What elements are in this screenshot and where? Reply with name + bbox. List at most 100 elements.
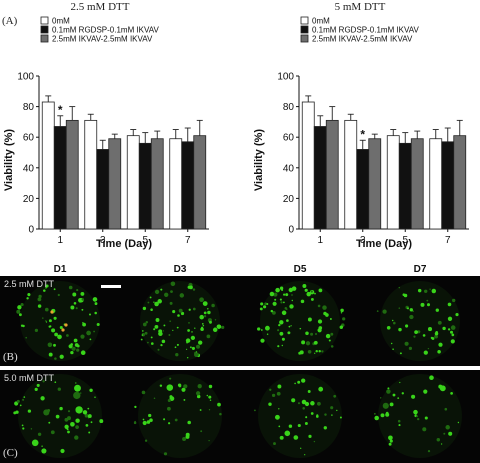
- live-cell: [340, 312, 343, 314]
- x-tick-label: 3: [100, 235, 106, 246]
- live-cell: [31, 439, 39, 447]
- x-tick-label: 7: [445, 235, 451, 246]
- live-cell: [50, 430, 55, 435]
- live-cell: [260, 338, 265, 343]
- live-cell: [321, 350, 324, 353]
- live-cell: [43, 289, 46, 292]
- live-cell: [434, 334, 438, 339]
- live-cell: [437, 350, 441, 354]
- live-cell: [89, 338, 92, 341]
- live-cell: [310, 332, 314, 336]
- live-cell: [36, 383, 40, 387]
- bar: [429, 138, 443, 230]
- live-cell: [197, 384, 202, 389]
- live-cell: [409, 314, 414, 320]
- live-cell: [279, 435, 284, 440]
- panel-label-b: (B): [3, 351, 18, 363]
- live-cell: [73, 302, 77, 305]
- live-cell: [271, 393, 276, 398]
- live-cell: [413, 335, 416, 338]
- live-cell: [208, 409, 211, 411]
- bar: [368, 138, 382, 230]
- y-tick-label: 100: [17, 72, 34, 83]
- live-cell: [287, 331, 291, 335]
- live-cell: [133, 421, 137, 425]
- live-cell: [318, 326, 323, 330]
- live-cell: [167, 406, 171, 411]
- live-cell: [442, 326, 446, 331]
- live-cell: [413, 409, 418, 415]
- live-cell: [318, 288, 323, 293]
- live-cell: [277, 345, 280, 348]
- live-cell: [174, 418, 178, 422]
- panel-label-c: (C): [3, 447, 18, 459]
- live-cell: [399, 381, 401, 384]
- live-cell: [194, 352, 199, 358]
- live-cell: [279, 331, 284, 336]
- live-cell: [444, 407, 448, 411]
- live-cell: [305, 341, 311, 346]
- live-cell: [161, 339, 166, 344]
- live-cell: [206, 394, 209, 397]
- legend-label: 0mM: [312, 17, 330, 26]
- live-cell: [53, 288, 56, 291]
- bar: [41, 101, 55, 230]
- live-cell: [80, 334, 85, 339]
- live-cell: [199, 314, 204, 320]
- bar: [441, 141, 455, 230]
- cell-cluster: [140, 281, 220, 361]
- live-cell: [22, 398, 25, 401]
- live-cell: [420, 302, 425, 307]
- live-cell: [170, 281, 176, 287]
- live-cell: [201, 323, 204, 325]
- live-cell: [185, 348, 188, 350]
- y-tick-label: 60: [23, 133, 35, 144]
- live-cell: [325, 333, 331, 339]
- live-cell: [209, 399, 212, 401]
- live-cell: [80, 291, 85, 296]
- live-cell: [301, 399, 307, 405]
- live-cell: [266, 303, 269, 305]
- live-cell: [318, 386, 324, 392]
- live-cell: [280, 301, 283, 304]
- live-cell: [450, 339, 455, 344]
- bar: [108, 138, 122, 230]
- legend-swatch: [300, 16, 309, 25]
- live-cell: [447, 302, 452, 307]
- live-cell: [330, 406, 334, 410]
- bar: [386, 135, 400, 230]
- live-cell: [273, 292, 278, 297]
- day-label-d1: D1: [54, 264, 67, 275]
- live-cell: [60, 448, 65, 454]
- live-cell: [208, 384, 213, 389]
- live-cell: [54, 332, 58, 337]
- live-cell: [398, 424, 401, 427]
- live-cell: [393, 321, 396, 325]
- cell-dots: [16, 281, 460, 361]
- x-tick-label: 5: [142, 235, 148, 246]
- live-cell: [288, 424, 293, 428]
- live-cell: [191, 346, 195, 350]
- live-cell: [317, 401, 321, 406]
- live-cell: [279, 320, 284, 325]
- live-cell: [45, 284, 49, 288]
- live-cell: [294, 382, 296, 385]
- live-cell: [93, 330, 95, 333]
- panel-label-a: (A): [2, 15, 18, 27]
- live-cell: [172, 310, 176, 314]
- live-cell: [147, 301, 150, 304]
- live-cell: [399, 352, 402, 355]
- live-cell: [80, 350, 86, 356]
- legend-label: 0.1mM RGDSP-0.1mM IKVAV: [312, 26, 420, 35]
- live-cell: [37, 432, 42, 436]
- live-cell: [387, 387, 390, 390]
- live-cell: [199, 297, 204, 303]
- live-cell: [59, 406, 63, 411]
- live-cell: [182, 437, 187, 441]
- live-cell: [315, 333, 317, 335]
- live-cell: [202, 301, 208, 306]
- live-cell: [443, 432, 446, 435]
- live-cell: [304, 422, 308, 425]
- live-cell: [169, 301, 173, 305]
